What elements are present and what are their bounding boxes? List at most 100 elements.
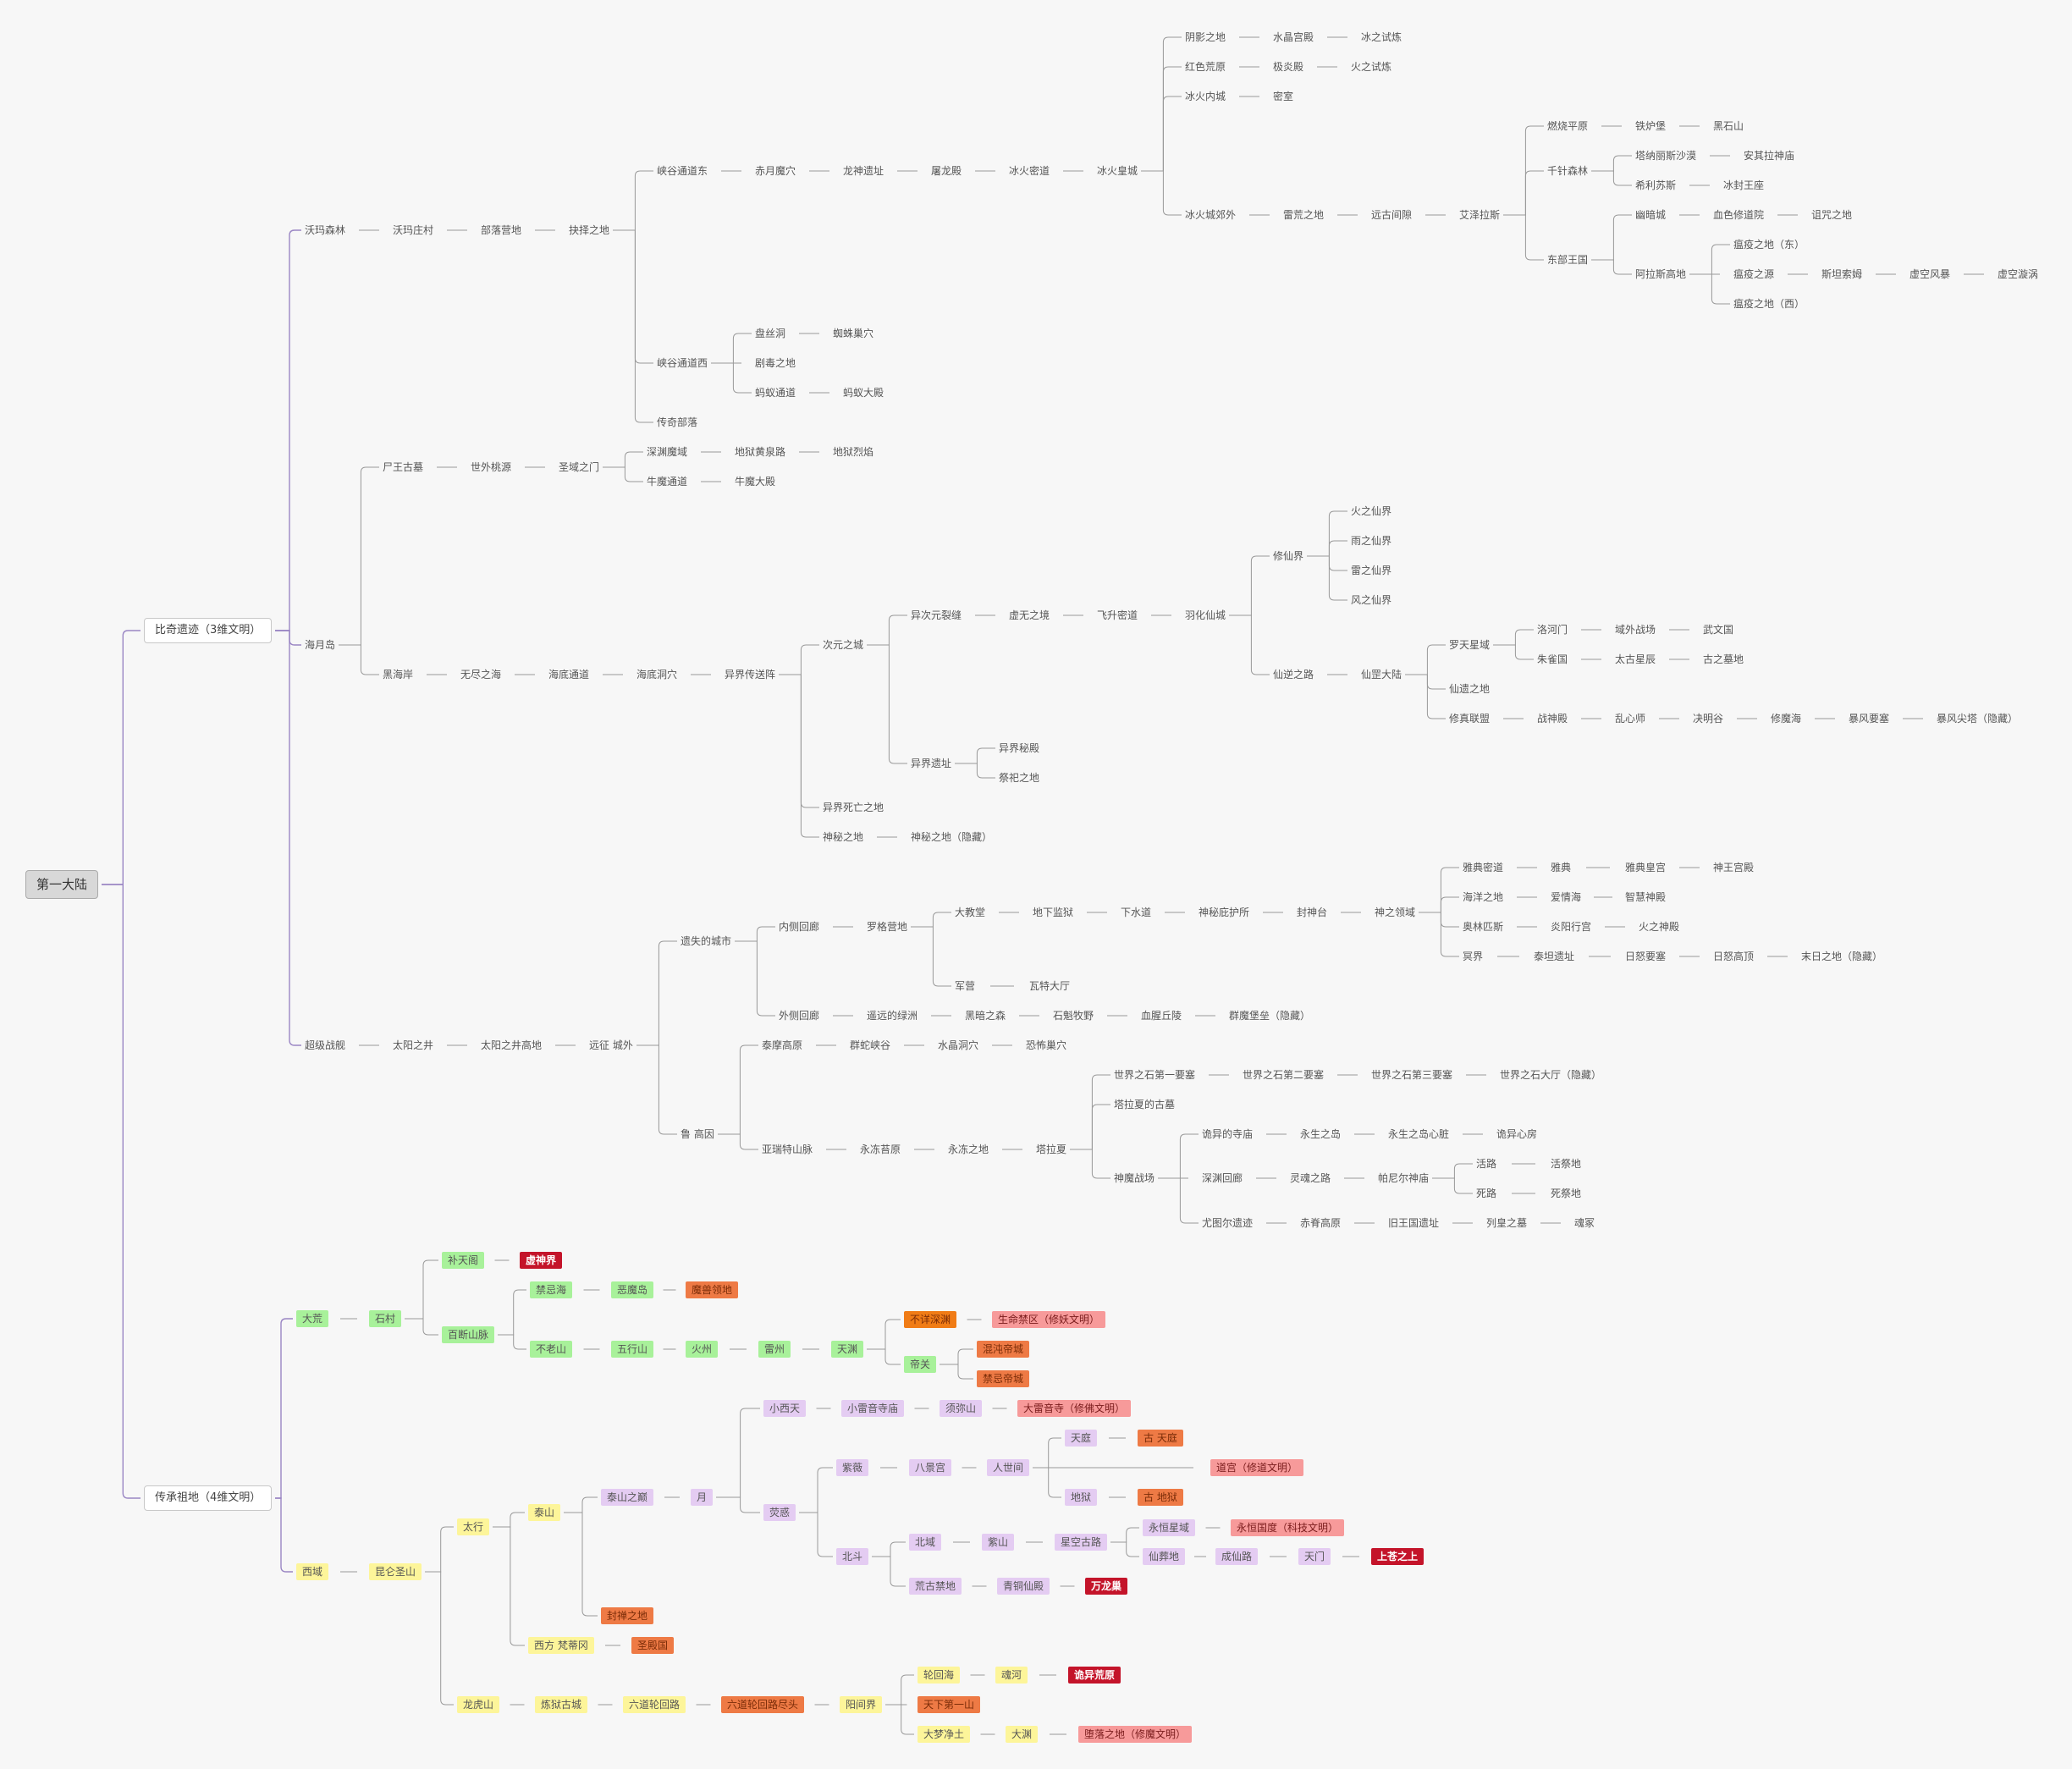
node-c9[interactable]: 牛魔大殿 (735, 476, 776, 488)
node-d27[interactable]: 日怒高顶 (1713, 951, 1755, 962)
node-d44[interactable]: 永冻之地 (948, 1144, 989, 1155)
node-e6[interactable]: 禁忌海 (530, 1281, 573, 1298)
node-c21[interactable]: 火之仙界 (1351, 505, 1392, 517)
node-f32[interactable]: 万龙巢 (1085, 1578, 1128, 1595)
node-c4[interactable]: 圣域之门 (559, 461, 600, 473)
node-d26[interactable]: 日怒要塞 (1625, 951, 1667, 962)
node-f2[interactable]: 昆仑圣山 (369, 1563, 422, 1580)
node-d20[interactable]: 智慧神殿 (1625, 891, 1667, 903)
node-f25[interactable]: 永恒国度（科技文明） (1231, 1519, 1345, 1536)
node-c30[interactable]: 武文国 (1703, 624, 1734, 636)
node-d3[interactable]: 太阳之井高地 (481, 1039, 543, 1051)
node-f19[interactable]: 古 地狱 (1138, 1489, 1183, 1506)
node-a6[interactable]: 赤月魔穴 (755, 165, 796, 177)
node-f20[interactable]: 北斗 (836, 1548, 869, 1565)
node-f11[interactable]: 荧惑 (763, 1504, 796, 1521)
node-f21[interactable]: 北域 (909, 1534, 942, 1551)
node-a9[interactable]: 冰火密道 (1009, 165, 1050, 177)
node-c31[interactable]: 朱雀国 (1537, 653, 1568, 665)
node-a21[interactable]: 远古间隙 (1371, 209, 1413, 221)
node-f34[interactable]: 西方 梵蒂冈 (528, 1637, 594, 1654)
node-f14[interactable]: 人世间 (987, 1459, 1030, 1476)
node-c39[interactable]: 修魔海 (1771, 713, 1802, 725)
node-e16[interactable]: 帝关 (904, 1356, 937, 1373)
node-d17[interactable]: 神王宫殿 (1713, 862, 1755, 873)
node-d48[interactable]: 世界之石第三要塞 (1371, 1069, 1453, 1081)
node-d31[interactable]: 外侧回廊 (779, 1010, 820, 1022)
node-c28[interactable]: 洛河门 (1537, 624, 1568, 636)
node-f24[interactable]: 永恒星域 (1143, 1519, 1196, 1536)
node-a32[interactable]: 幽暗城 (1635, 209, 1667, 221)
node-c17[interactable]: 虚无之境 (1009, 609, 1050, 621)
node-d62[interactable]: 死祭地 (1551, 1188, 1582, 1199)
node-f16[interactable]: 古 天庭 (1138, 1430, 1183, 1447)
node-c22[interactable]: 雨之仙界 (1351, 535, 1392, 547)
node-a4[interactable]: 抉择之地 (569, 224, 610, 236)
node-c19[interactable]: 羽化仙城 (1185, 609, 1226, 621)
node-d51[interactable]: 神魔战场 (1114, 1172, 1155, 1184)
node-f41[interactable]: 轮回海 (918, 1667, 961, 1684)
node-a40[interactable]: 虚空漩涡 (1998, 268, 2039, 280)
node-d14[interactable]: 雅典密道 (1463, 862, 1504, 873)
node-d53[interactable]: 永生之岛 (1300, 1128, 1342, 1140)
node-a25[interactable]: 黑石山 (1713, 120, 1744, 132)
node-f42[interactable]: 魂河 (995, 1667, 1028, 1684)
node-f7[interactable]: 小西天 (763, 1400, 807, 1417)
node-a14[interactable]: 红色荒原 (1185, 61, 1226, 73)
node-c38[interactable]: 决明谷 (1693, 713, 1724, 725)
node-f10[interactable]: 大雷音寺（修佛文明） (1017, 1400, 1132, 1417)
node-c37[interactable]: 乱心师 (1615, 713, 1646, 725)
node-d57[interactable]: 灵魂之路 (1290, 1172, 1331, 1184)
node-c25[interactable]: 仙逆之路 (1273, 669, 1314, 681)
node-d63[interactable]: 尤图尔遗迹 (1202, 1217, 1254, 1229)
node-d2[interactable]: 太阳之井 (393, 1039, 434, 1051)
node-d50[interactable]: 塔拉夏的古墓 (1114, 1099, 1176, 1110)
node-c2[interactable]: 尸王古墓 (383, 461, 424, 473)
node-a15[interactable]: 极炎殿 (1273, 61, 1304, 73)
node-f30[interactable]: 荒古禁地 (909, 1578, 962, 1595)
root-node[interactable]: 第一大陆 (25, 870, 99, 899)
node-a18[interactable]: 密室 (1273, 91, 1294, 102)
node-e4[interactable]: 虚神界 (520, 1252, 563, 1269)
node-d37[interactable]: 鲁 高因 (681, 1128, 714, 1140)
node-a38[interactable]: 斯坦索姆 (1821, 268, 1863, 280)
node-d12[interactable]: 封神台 (1297, 907, 1328, 918)
node-a29[interactable]: 希利苏斯 (1635, 179, 1677, 191)
node-c24[interactable]: 风之仙界 (1351, 594, 1392, 606)
node-e13[interactable]: 天渊 (831, 1341, 864, 1358)
node-c46[interactable]: 神秘之地 (823, 831, 864, 843)
node-a13[interactable]: 冰之试炼 (1361, 31, 1402, 43)
node-e18[interactable]: 禁忌帝城 (977, 1370, 1030, 1387)
node-f46[interactable]: 大渊 (1006, 1726, 1039, 1743)
node-f8[interactable]: 小雷音寺庙 (841, 1400, 905, 1417)
node-a35[interactable]: 阿拉斯高地 (1635, 268, 1687, 280)
node-a26[interactable]: 千针森林 (1547, 165, 1589, 177)
node-a5[interactable]: 峡谷通道东 (657, 165, 708, 177)
node-f1[interactable]: 西域 (296, 1563, 329, 1580)
node-f6[interactable]: 月 (691, 1489, 714, 1506)
node-d61[interactable]: 死路 (1476, 1188, 1497, 1199)
node-d25[interactable]: 泰坦遗址 (1534, 951, 1575, 962)
node-c23[interactable]: 雷之仙界 (1351, 565, 1392, 576)
node-d41[interactable]: 恐怖巢穴 (1026, 1039, 1067, 1051)
node-e2[interactable]: 石村 (369, 1310, 402, 1327)
node-c12[interactable]: 海底通道 (548, 669, 590, 681)
node-a48[interactable]: 传奇部落 (657, 416, 698, 428)
node-e7[interactable]: 恶魔岛 (611, 1281, 654, 1298)
node-a34[interactable]: 诅咒之地 (1811, 209, 1853, 221)
node-c18[interactable]: 飞升密道 (1097, 609, 1138, 621)
node-d13[interactable]: 神之领域 (1375, 907, 1416, 918)
node-f15[interactable]: 天庭 (1065, 1430, 1098, 1447)
node-e10[interactable]: 五行山 (611, 1341, 654, 1358)
node-d29[interactable]: 军营 (955, 980, 976, 992)
node-c32[interactable]: 太古星辰 (1615, 653, 1656, 665)
node-a41[interactable]: 瘟疫之地（西） (1733, 298, 1805, 310)
node-e12[interactable]: 雷州 (758, 1341, 791, 1358)
node-a7[interactable]: 龙神遗址 (843, 165, 884, 177)
node-d36[interactable]: 群魔堡垒（隐藏） (1229, 1010, 1311, 1022)
node-f12[interactable]: 紫薇 (836, 1459, 869, 1476)
node-d65[interactable]: 旧王国遗址 (1388, 1217, 1440, 1229)
node-d23[interactable]: 火之神殿 (1639, 921, 1680, 933)
node-d32[interactable]: 遥远的绿洲 (867, 1010, 918, 1022)
node-a11[interactable]: 阴影之地 (1185, 31, 1226, 43)
